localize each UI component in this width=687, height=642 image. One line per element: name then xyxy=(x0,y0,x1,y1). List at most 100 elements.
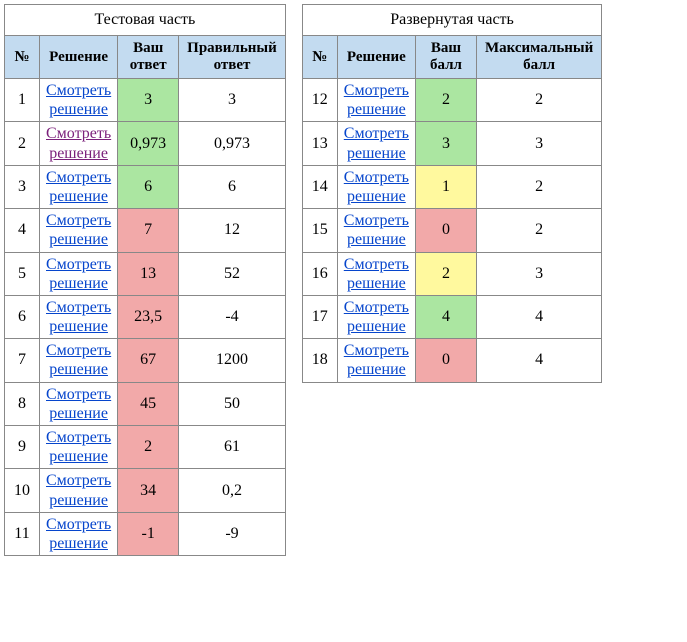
user-answer: 4 xyxy=(415,295,476,338)
solution-link[interactable]: Смотретьрешение xyxy=(46,385,111,423)
table-row: 12Смотретьрешение22 xyxy=(302,79,602,122)
left-header-num: № xyxy=(5,36,40,79)
left-header-correct: Правильный ответ xyxy=(179,36,286,79)
correct-answer: 61 xyxy=(179,426,286,469)
table-row: 16Смотретьрешение23 xyxy=(302,252,602,295)
solution-link-cell: Смотретьрешение xyxy=(337,79,415,122)
solution-link-cell: Смотретьрешение xyxy=(337,295,415,338)
user-answer: -1 xyxy=(118,512,179,555)
row-number: 18 xyxy=(302,339,337,382)
solution-link[interactable]: Смотретьрешение xyxy=(344,255,409,293)
row-number: 1 xyxy=(5,79,40,122)
correct-answer: 4 xyxy=(476,339,601,382)
solution-link[interactable]: Смотретьрешение xyxy=(344,81,409,119)
tables-container: Тестовая часть № Решение Ваш ответ Прави… xyxy=(4,4,683,556)
table-row: 5Смотретьрешение1352 xyxy=(5,252,286,295)
solution-link-cell: Смотретьрешение xyxy=(40,209,118,252)
solution-link[interactable]: Смотретьрешение xyxy=(46,211,111,249)
solution-link-cell: Смотретьрешение xyxy=(40,382,118,425)
row-number: 9 xyxy=(5,426,40,469)
user-answer: 13 xyxy=(118,252,179,295)
user-answer: 34 xyxy=(118,469,179,512)
row-number: 6 xyxy=(5,295,40,338)
solution-link[interactable]: Смотретьрешение xyxy=(46,428,111,466)
correct-answer: 4 xyxy=(476,295,601,338)
solution-link[interactable]: Смотретьрешение xyxy=(46,168,111,206)
table-row: 9Смотретьрешение261 xyxy=(5,426,286,469)
table-row: 4Смотретьрешение712 xyxy=(5,209,286,252)
row-number: 17 xyxy=(302,295,337,338)
solution-link[interactable]: Смотретьрешение xyxy=(46,124,111,162)
row-number: 8 xyxy=(5,382,40,425)
left-header-answer: Ваш ответ xyxy=(118,36,179,79)
right-header-max: Максимальный балл xyxy=(476,36,601,79)
extended-part-table: Развернутая часть № Решение Ваш балл Мак… xyxy=(302,4,603,383)
solution-link-cell: Смотретьрешение xyxy=(337,339,415,382)
solution-link[interactable]: Смотретьрешение xyxy=(46,341,111,379)
solution-link-cell: Смотретьрешение xyxy=(40,295,118,338)
right-table-title: Развернутая часть xyxy=(302,5,602,36)
left-header-row: № Решение Ваш ответ Правильный ответ xyxy=(5,36,286,79)
solution-link-cell: Смотретьрешение xyxy=(337,165,415,208)
correct-answer: 2 xyxy=(476,165,601,208)
table-row: 2Смотретьрешение0,9730,973 xyxy=(5,122,286,165)
table-row: 6Смотретьрешение23,5-4 xyxy=(5,295,286,338)
table-row: 15Смотретьрешение02 xyxy=(302,209,602,252)
solution-link-cell: Смотретьрешение xyxy=(40,252,118,295)
row-number: 12 xyxy=(302,79,337,122)
right-header-num: № xyxy=(302,36,337,79)
solution-link-cell: Смотретьрешение xyxy=(40,339,118,382)
row-number: 2 xyxy=(5,122,40,165)
table-row: 17Смотретьрешение44 xyxy=(302,295,602,338)
solution-link-cell: Смотретьрешение xyxy=(337,122,415,165)
solution-link[interactable]: Смотретьрешение xyxy=(344,124,409,162)
right-header-score: Ваш балл xyxy=(415,36,476,79)
correct-answer: 1200 xyxy=(179,339,286,382)
correct-answer: 3 xyxy=(476,252,601,295)
row-number: 16 xyxy=(302,252,337,295)
solution-link[interactable]: Смотретьрешение xyxy=(344,211,409,249)
user-answer: 6 xyxy=(118,165,179,208)
solution-link[interactable]: Смотретьрешение xyxy=(344,298,409,336)
table-row: 8Смотретьрешение4550 xyxy=(5,382,286,425)
solution-link-cell: Смотретьрешение xyxy=(40,122,118,165)
table-row: 14Смотретьрешение12 xyxy=(302,165,602,208)
solution-link[interactable]: Смотретьрешение xyxy=(46,81,111,119)
row-number: 13 xyxy=(302,122,337,165)
solution-link-cell: Смотретьрешение xyxy=(40,165,118,208)
user-answer: 1 xyxy=(415,165,476,208)
table-row: 7Смотретьрешение671200 xyxy=(5,339,286,382)
table-row: 13Смотретьрешение33 xyxy=(302,122,602,165)
solution-link[interactable]: Смотретьрешение xyxy=(344,341,409,379)
correct-answer: -4 xyxy=(179,295,286,338)
user-answer: 3 xyxy=(118,79,179,122)
correct-answer: 2 xyxy=(476,209,601,252)
solution-link[interactable]: Смотретьрешение xyxy=(46,515,111,553)
correct-answer: 0,2 xyxy=(179,469,286,512)
correct-answer: 50 xyxy=(179,382,286,425)
user-answer: 3 xyxy=(415,122,476,165)
correct-answer: 52 xyxy=(179,252,286,295)
row-number: 11 xyxy=(5,512,40,555)
right-header-row: № Решение Ваш балл Максимальный балл xyxy=(302,36,602,79)
solution-link[interactable]: Смотретьрешение xyxy=(46,298,111,336)
correct-answer: 0,973 xyxy=(179,122,286,165)
solution-link-cell: Смотретьрешение xyxy=(40,512,118,555)
correct-answer: -9 xyxy=(179,512,286,555)
correct-answer: 12 xyxy=(179,209,286,252)
solution-link-cell: Смотретьрешение xyxy=(337,252,415,295)
solution-link[interactable]: Смотретьрешение xyxy=(344,168,409,206)
correct-answer: 6 xyxy=(179,165,286,208)
user-answer: 2 xyxy=(118,426,179,469)
correct-answer: 2 xyxy=(476,79,601,122)
row-number: 5 xyxy=(5,252,40,295)
row-number: 14 xyxy=(302,165,337,208)
table-row: 18Смотретьрешение04 xyxy=(302,339,602,382)
solution-link[interactable]: Смотретьрешение xyxy=(46,471,111,509)
correct-answer: 3 xyxy=(179,79,286,122)
row-number: 10 xyxy=(5,469,40,512)
solution-link[interactable]: Смотретьрешение xyxy=(46,255,111,293)
user-answer: 67 xyxy=(118,339,179,382)
user-answer: 0 xyxy=(415,339,476,382)
row-number: 15 xyxy=(302,209,337,252)
